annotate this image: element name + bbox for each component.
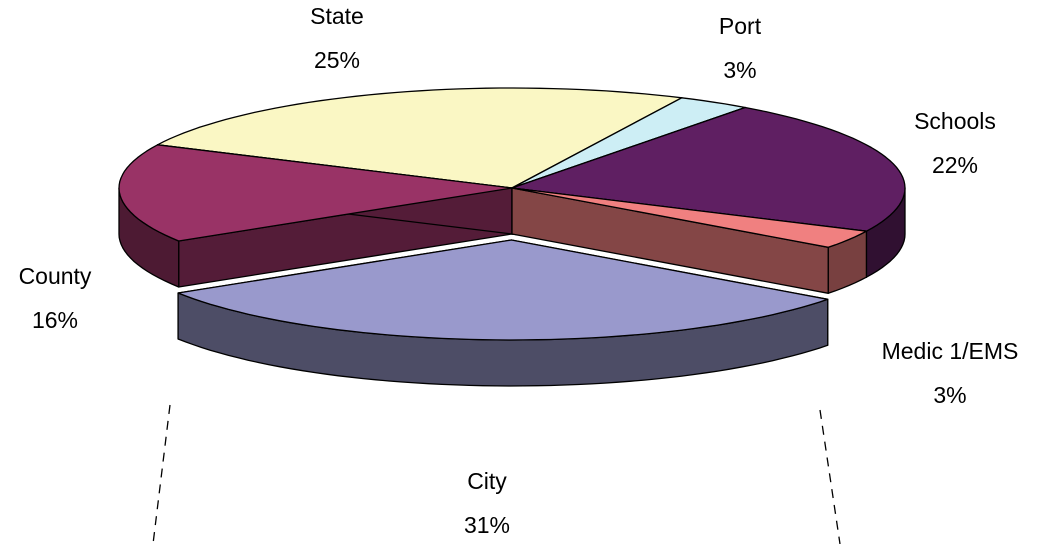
labels: State 25% Port 3% Schools 22% Medic 1/EMS 3% Cit… — [19, 3, 1019, 538]
value-label: 16% — [32, 307, 78, 333]
value-label: 31% — [464, 512, 510, 538]
value-label: 25% — [314, 47, 360, 73]
slice-label: City — [467, 468, 507, 494]
slice-label: Port — [719, 13, 762, 39]
value-label: 3% — [933, 382, 966, 408]
slice — [511, 187, 868, 248]
connector-line — [819, 409, 841, 545]
slice — [177, 239, 829, 341]
slice-label: Medic 1/EMS — [882, 338, 1019, 364]
slice-label: Schools — [914, 108, 996, 134]
value-label: 3% — [723, 57, 756, 83]
connector-line — [152, 404, 171, 545]
slice-label: State — [310, 3, 364, 29]
value-label: 22% — [932, 152, 978, 178]
slice — [511, 97, 746, 189]
slice — [156, 87, 683, 189]
slice — [511, 106, 906, 232]
slice-label: County — [19, 263, 92, 289]
pie — [118, 87, 906, 387]
slice — [118, 144, 513, 242]
